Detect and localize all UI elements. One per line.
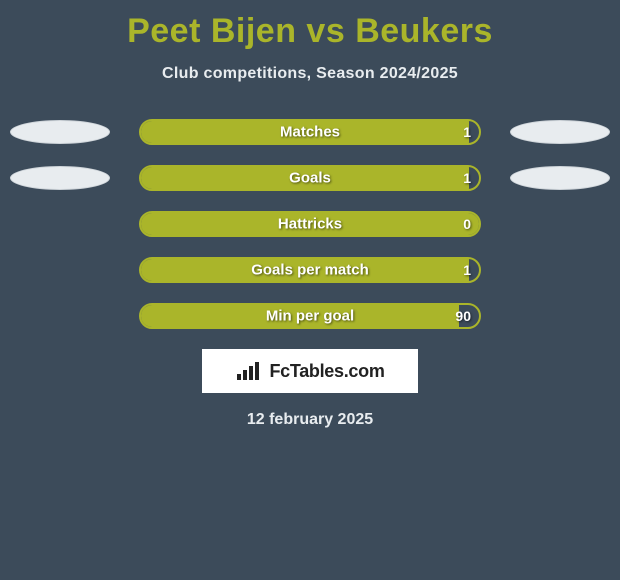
stat-right-value: 1: [463, 170, 471, 186]
stat-row-hattricks: Hattricks 0: [0, 211, 620, 237]
source-logo: FcTables.com: [202, 349, 418, 393]
stat-row-matches: Matches 1: [0, 119, 620, 145]
stat-bar: Hattricks 0: [139, 211, 481, 237]
stat-bar: Matches 1: [139, 119, 481, 145]
stat-right-value: 0: [463, 216, 471, 232]
date-label: 12 february 2025: [0, 411, 620, 429]
right-indicator-icon: [510, 166, 610, 190]
logo-text: FcTables.com: [269, 361, 384, 382]
stat-bar: Min per goal 90: [139, 303, 481, 329]
page-title: Peet Bijen vs Beukers: [0, 0, 620, 51]
subtitle: Club competitions, Season 2024/2025: [0, 65, 620, 83]
stat-label: Matches: [280, 124, 340, 141]
stat-row-goals: Goals 1: [0, 165, 620, 191]
right-indicator-icon: [510, 120, 610, 144]
stat-bar: Goals per match 1: [139, 257, 481, 283]
stat-label: Hattricks: [278, 216, 342, 233]
stats-section: Matches 1 Goals 1 Hattricks 0: [0, 119, 620, 329]
stat-right-value: 1: [463, 124, 471, 140]
left-indicator-icon: [10, 166, 110, 190]
stat-label: Goals: [289, 170, 331, 187]
comparison-infographic: Peet Bijen vs Beukers Club competitions,…: [0, 0, 620, 580]
stat-label: Min per goal: [266, 308, 354, 325]
stat-right-value: 1: [463, 262, 471, 278]
stat-row-min-per-goal: Min per goal 90: [0, 303, 620, 329]
left-indicator-icon: [10, 120, 110, 144]
bars-icon: [235, 360, 263, 382]
stat-row-goals-per-match: Goals per match 1: [0, 257, 620, 283]
stat-bar: Goals 1: [139, 165, 481, 191]
stat-right-value: 90: [455, 308, 471, 324]
stat-label: Goals per match: [251, 262, 369, 279]
